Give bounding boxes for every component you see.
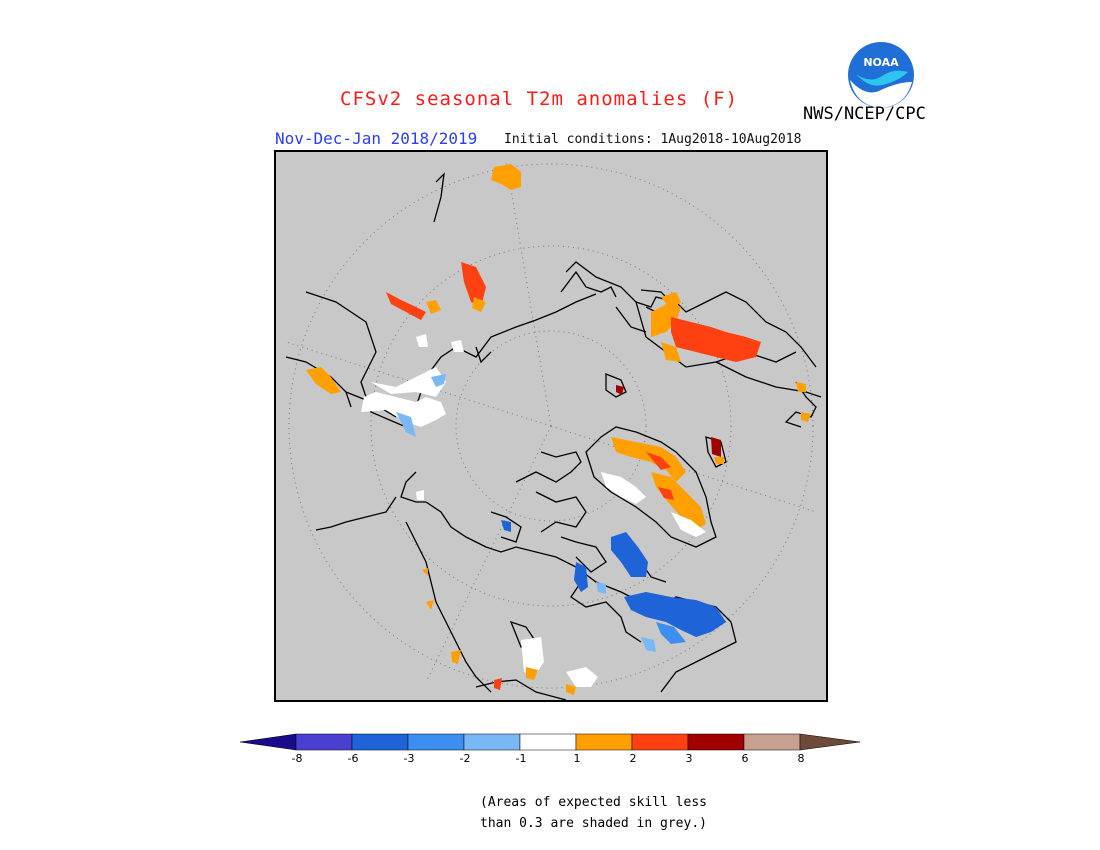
agency-label: NWS/NCEP/CPC [803, 104, 926, 124]
legend-tick-label: -6 [347, 752, 359, 765]
legend-tick-label: -3 [403, 752, 415, 765]
polar-map-canvas [285, 159, 822, 700]
legend-tick-label: 3 [685, 752, 693, 765]
meridians [285, 159, 817, 683]
legend-bin-0 [239, 733, 297, 751]
legend-tick-label: 1 [573, 752, 581, 765]
polar-map [274, 150, 828, 702]
latitude-circle-mid [370, 245, 732, 607]
legend-tick-label: -1 [515, 752, 527, 765]
chart-title: CFSv2 seasonal T2m anomalies (F) [340, 88, 739, 110]
legend-bin-10 [799, 733, 861, 751]
legend-tick-label: -8 [291, 752, 303, 765]
legend-bin-2 [351, 733, 409, 751]
season-subtitle: Nov-Dec-Jan 2018/2019 [275, 129, 478, 148]
coastlines [285, 172, 822, 700]
legend-tick-label: 2 [629, 752, 637, 765]
legend-bin-1 [295, 733, 353, 751]
legend-bin-9 [743, 733, 801, 751]
footnote-line-1: (Areas of expected skill less [480, 795, 707, 810]
footnote-line-2: than 0.3 are shaded in grey.) [480, 816, 707, 831]
legend-colorbar [239, 732, 861, 772]
legend-bin-8 [687, 733, 745, 751]
legend-tick-label: -2 [459, 752, 471, 765]
legend-bin-6 [575, 733, 633, 751]
latitude-circle-outer [288, 163, 814, 689]
skill-footnote: (Areas of expected skill less than 0.3 a… [480, 792, 707, 834]
legend-tick-label: 8 [797, 752, 805, 765]
legend-tick-label: 6 [741, 752, 749, 765]
svg-text:NOAA: NOAA [863, 56, 899, 69]
anomaly-patches [306, 164, 811, 695]
legend-bin-3 [407, 733, 465, 751]
legend-bin-5 [519, 733, 577, 751]
initial-conditions-label: Initial conditions: 1Aug2018-10Aug2018 [504, 132, 802, 147]
legend-bar-svg [239, 733, 861, 751]
latitude-circle-inner [455, 330, 647, 522]
legend-bin-4 [463, 733, 521, 751]
legend-bin-7 [631, 733, 689, 751]
noaa-logo: NOAA [846, 40, 916, 110]
